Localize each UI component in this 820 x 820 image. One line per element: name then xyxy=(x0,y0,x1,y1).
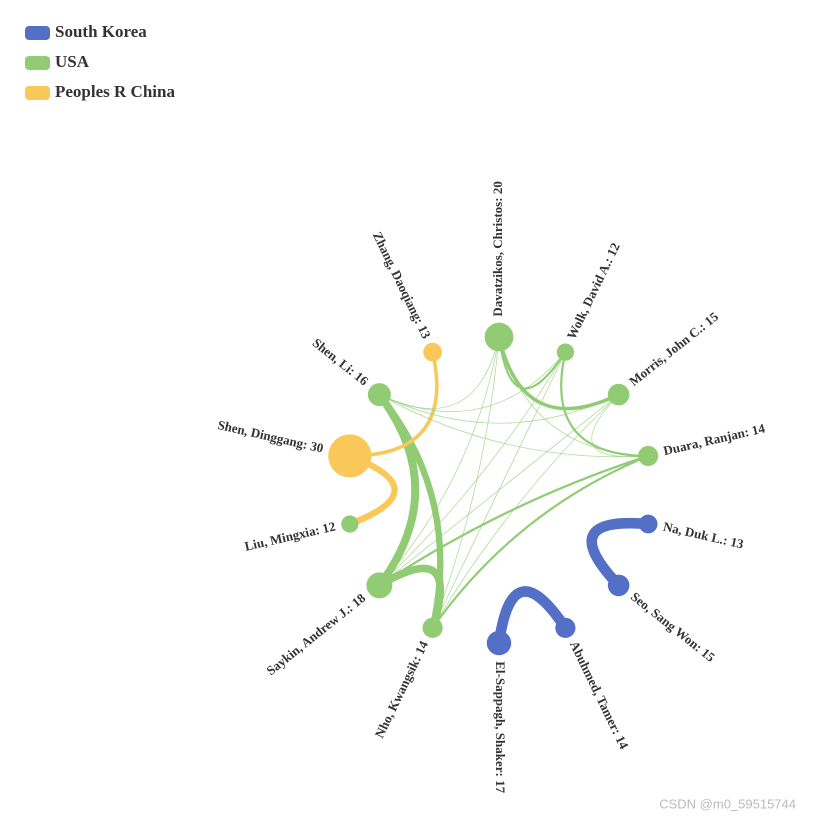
node-label: Nho, Kwangsik: 14 xyxy=(372,638,432,740)
node xyxy=(422,617,443,638)
link xyxy=(591,394,649,458)
node xyxy=(484,322,514,352)
node-label: Liu, Mingxia: 12 xyxy=(243,519,337,554)
link xyxy=(431,454,650,629)
nodes: Davatzikos, Christos: 20 Wolk, David A.: … xyxy=(216,181,766,793)
link xyxy=(378,454,650,587)
legend-label: Peoples R China xyxy=(55,82,175,101)
node xyxy=(638,445,659,467)
node xyxy=(556,343,575,361)
node-label: Shen, Dinggang: 30 xyxy=(216,417,325,456)
node xyxy=(328,434,372,478)
node-label: Seo, Sang Won: 15 xyxy=(628,589,718,665)
link xyxy=(378,394,620,424)
node-label: Saykin, Andrew J.: 18 xyxy=(263,590,368,678)
link xyxy=(375,564,445,632)
node-label: Davatzikos, Christos: 20 xyxy=(490,181,505,316)
legend-swatch xyxy=(25,56,50,70)
link xyxy=(493,586,571,649)
link xyxy=(378,394,649,458)
link xyxy=(378,336,500,409)
node-label: Wolk, David A.: 12 xyxy=(564,240,623,341)
node xyxy=(555,617,576,638)
link xyxy=(497,335,567,390)
node xyxy=(341,515,359,533)
node xyxy=(423,342,442,362)
node-label: Shen, Li: 16 xyxy=(310,335,372,389)
node-label: El-Sappagh, Shaker: 17 xyxy=(493,661,508,793)
node xyxy=(367,383,391,407)
legend-swatch xyxy=(25,26,50,40)
link xyxy=(560,351,650,458)
link xyxy=(586,517,654,591)
watermark: CSDN @m0_59515744 xyxy=(659,796,796,811)
node-label: Duara, Ranjan: 14 xyxy=(662,420,767,458)
node xyxy=(607,574,630,597)
node-label: Zhang, Daoqiang: 13 xyxy=(370,229,434,341)
legend-swatch xyxy=(25,86,50,100)
node xyxy=(486,630,512,656)
node xyxy=(638,514,658,534)
node-label: Abuhmed, Tamer: 14 xyxy=(567,638,632,751)
node xyxy=(607,383,630,406)
link xyxy=(378,394,620,586)
link xyxy=(348,350,439,458)
links xyxy=(346,335,654,649)
node-label: Na, Duk L.: 13 xyxy=(662,519,746,552)
legend-label: South Korea xyxy=(55,22,147,41)
link xyxy=(432,394,620,629)
legend-label: USA xyxy=(55,52,90,71)
link xyxy=(378,336,500,586)
link xyxy=(432,336,500,629)
node xyxy=(366,572,393,599)
link xyxy=(378,351,566,586)
link xyxy=(498,336,649,457)
node-label: Morris, John C.: 15 xyxy=(626,309,721,389)
